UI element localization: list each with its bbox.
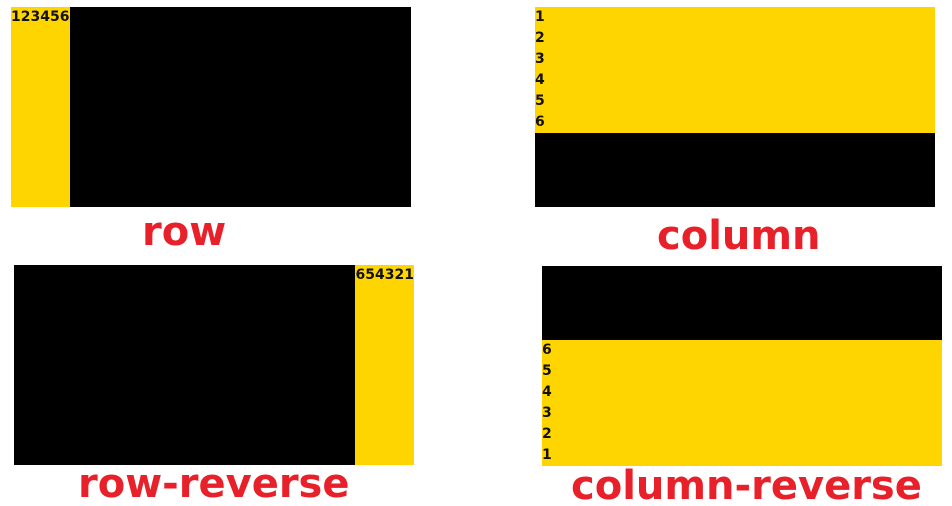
flex-demo-column-reverse-panel: 1 2 3 4 5 6	[542, 266, 942, 466]
flex-item: 2	[20, 9, 31, 25]
flex-demo-row-reverse-panel: 1 2 3 4 5 6	[14, 265, 414, 465]
flex-item: 2	[542, 426, 552, 442]
flex-item: 1	[535, 9, 545, 25]
flex-item: 3	[535, 51, 545, 67]
flex-demo-column-panel: 1 2 3 4 5 6	[535, 7, 935, 207]
flex-item: 2	[535, 30, 545, 46]
flex-item: 3	[384, 267, 395, 283]
flex-items-row-reverse: 1 2 3 4 5 6	[355, 265, 414, 465]
flex-direction-label-column: column	[657, 213, 821, 259]
flex-item: 6	[535, 114, 545, 130]
flex-item: 4	[375, 267, 385, 283]
flex-item: 3	[542, 405, 552, 421]
flex-item: 4	[535, 72, 545, 88]
flex-items-column: 1 2 3 4 5 6	[535, 7, 935, 133]
flex-item: 1	[542, 447, 552, 463]
flex-item: 1	[11, 9, 21, 25]
flex-items-row: 1 2 3 4 5 6	[11, 7, 70, 207]
flex-direction-label-row: row	[142, 209, 227, 255]
flex-item: 6	[542, 342, 552, 358]
flex-item: 6	[59, 9, 70, 25]
flex-item: 5	[50, 9, 60, 25]
flex-direction-label-row-reverse: row-reverse	[78, 461, 350, 506]
flex-item: 6	[355, 267, 366, 283]
flex-item: 2	[394, 267, 405, 283]
flex-item: 5	[365, 267, 375, 283]
flex-item: 5	[535, 93, 545, 109]
flex-item: 5	[542, 363, 552, 379]
flex-items-column-reverse: 1 2 3 4 5 6	[542, 340, 942, 466]
flex-item: 4	[542, 384, 552, 400]
flex-direction-label-column-reverse: column-reverse	[571, 463, 922, 506]
flex-item: 4	[40, 9, 50, 25]
flex-item: 1	[404, 267, 414, 283]
flex-demo-row-panel: 1 2 3 4 5 6	[11, 7, 411, 207]
flex-item: 3	[30, 9, 41, 25]
